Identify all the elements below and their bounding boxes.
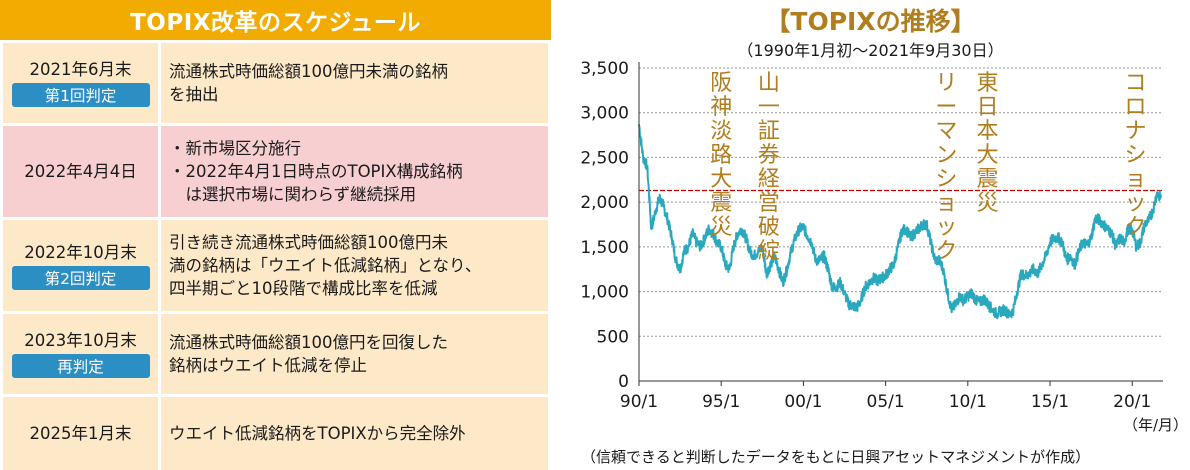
judgement-badge: 再判定	[11, 354, 150, 378]
y-tick-label: 1,000	[580, 283, 629, 303]
x-tick-label: 95/1	[702, 392, 740, 412]
source-note: （信頼できると判断したデータをもとに日興アセットマネジメントが作成）	[581, 448, 1091, 466]
topix-chart: 0 500 1,000 1,500 2,000 2,500 3,000 3,500 90/1 95…	[551, 0, 1190, 470]
schedule-row: 2021年6月末 第1回判定 流通株式時価総額100億円未満の銘柄 を抽出	[0, 43, 551, 123]
y-tick-label: 0	[618, 372, 629, 392]
chart-subtitle: （1990年1月初～2021年9月30日）	[737, 41, 1004, 60]
description-line: 銘柄はウエイト低減を停止	[169, 356, 367, 375]
event-annotation: 阪神淡路大震災	[710, 71, 733, 240]
schedule-title: TOPIX改革のスケジュール	[0, 0, 551, 40]
schedule-date-cell: 2022年10月末 第2回判定	[3, 220, 158, 311]
schedule-date-cell: 2025年1月末	[3, 397, 158, 470]
description-line: ・2022年4月1日時点のTOPIX構成銘柄	[169, 162, 463, 181]
schedule-row: 2022年4月4日 ・新市場区分施行 ・2022年4月1日時点のTOPIX構成銘…	[0, 126, 551, 217]
x-tick-label: 15/1	[1031, 392, 1069, 412]
x-tick-label: 05/1	[867, 392, 905, 412]
description-line: ・新市場区分施行	[169, 139, 301, 158]
y-tick-label: 2,500	[580, 148, 629, 168]
event-annotation: 東日本大震災	[976, 71, 999, 216]
x-tick-label: 00/1	[784, 392, 822, 412]
schedule-description: ・新市場区分施行 ・2022年4月1日時点のTOPIX構成銘柄 は選択市場に関わ…	[161, 126, 548, 217]
schedule-date-cell: 2021年6月末 第1回判定	[3, 43, 158, 123]
grid-lines	[639, 67, 1163, 337]
x-tick-label: 90/1	[620, 392, 658, 412]
chart-canvas: 0 500 1,000 1,500 2,000 2,500 3,000 3,500 90/1 95…	[580, 59, 1163, 412]
schedule-description: 流通株式時価総額100億円未満の銘柄 を抽出	[161, 43, 548, 123]
description-line: を抽出	[169, 85, 219, 104]
description-line: は選択市場に関わらず継続採用	[169, 185, 417, 204]
schedule-date-cell: 2022年4月4日	[3, 126, 158, 217]
schedule-description: 引き続き流通株式時価総額100億円未 満の銘柄は「ウエイト低減銘柄」となり、 四…	[161, 220, 548, 311]
event-annotation: リーマンショック	[935, 71, 958, 264]
y-tick-label: 500	[597, 327, 629, 347]
schedule-row: 2025年1月末 ウエイト低減銘柄をTOPIXから完全除外	[0, 397, 551, 470]
x-unit-label: （年/月）	[1123, 416, 1189, 434]
description-line: 引き続き流通株式時価総額100億円未	[169, 233, 448, 252]
schedule-date: 2025年1月末	[29, 423, 132, 443]
judgement-badge: 第2回判定	[11, 265, 150, 290]
description-line: 満の銘柄は「ウエイト低減銘柄」となり、	[169, 256, 482, 275]
schedule-date: 2023年10月末	[24, 331, 137, 350]
y-tick-label: 3,000	[580, 104, 629, 124]
description-line: 流通株式時価総額100億円未満の銘柄	[169, 62, 448, 81]
schedule-description: ウエイト低減銘柄をTOPIXから完全除外	[161, 397, 548, 470]
schedule-row: 2022年10月末 第2回判定 引き続き流通株式時価総額100億円未 満の銘柄は…	[0, 220, 551, 311]
schedule-table: TOPIX改革のスケジュール 2021年6月末 第1回判定 流通株式時価総額10…	[0, 0, 551, 470]
event-annotation: 山一証券経営破綻	[757, 71, 780, 264]
schedule-date: 2022年4月4日	[24, 161, 137, 181]
schedule-description: 流通株式時価総額100億円を回復した 銘柄はウエイト低減を停止	[161, 314, 548, 394]
axes-group: 0 500 1,000 1,500 2,000 2,500 3,000 3,500 90/1 95…	[580, 59, 1163, 412]
description-line: ウエイト低減銘柄をTOPIXから完全除外	[169, 424, 466, 443]
description-line: 四半期ごと10段階で構成比率を低減	[169, 279, 438, 298]
event-annotation: コロナショック	[1124, 71, 1147, 240]
x-tick-label: 10/1	[949, 392, 987, 412]
schedule-date-cell: 2023年10月末 再判定	[3, 314, 158, 394]
schedule-row: 2023年10月末 再判定 流通株式時価総額100億円を回復した 銘柄はウエイト…	[0, 314, 551, 394]
y-tick-label: 2,000	[580, 193, 629, 213]
y-tick-label: 3,500	[580, 59, 629, 79]
schedule-date: 2022年10月末	[24, 242, 137, 262]
y-tick-label: 1,500	[580, 238, 629, 258]
schedule-date: 2021年6月末	[29, 60, 132, 79]
topix-series-line	[638, 124, 1162, 320]
chart-title: 【TOPIXの推移】	[765, 7, 976, 36]
judgement-badge: 第1回判定	[11, 83, 150, 107]
series-group	[638, 124, 1162, 320]
description-line: 流通株式時価総額100億円を回復した	[169, 333, 448, 352]
x-tick-label: 20/1	[1113, 392, 1151, 412]
